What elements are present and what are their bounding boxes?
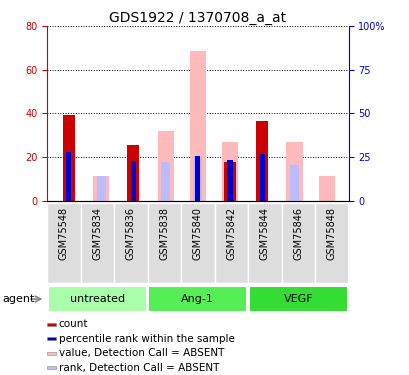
Text: agent: agent: [2, 294, 34, 304]
Bar: [247, 202, 281, 283]
Text: percentile rank within the sample: percentile rank within the sample: [58, 334, 234, 344]
Bar: [223, 162, 236, 201]
Bar: [47, 337, 56, 340]
Bar: [48, 286, 146, 312]
Bar: [47, 352, 56, 355]
Bar: [147, 202, 181, 283]
Text: GSM75844: GSM75844: [259, 207, 269, 260]
Bar: [114, 202, 147, 283]
Bar: [221, 142, 238, 201]
Bar: [127, 145, 139, 201]
Bar: [286, 142, 302, 201]
Bar: [47, 366, 56, 369]
Bar: [161, 162, 170, 201]
Text: GSM75548: GSM75548: [59, 207, 69, 260]
Bar: [81, 202, 114, 283]
Bar: [47, 202, 81, 283]
Title: GDS1922 / 1370708_a_at: GDS1922 / 1370708_a_at: [109, 11, 286, 25]
Text: GSM75838: GSM75838: [159, 207, 169, 260]
Text: Ang-1: Ang-1: [181, 294, 214, 304]
Text: rank, Detection Call = ABSENT: rank, Detection Call = ABSENT: [58, 363, 218, 373]
Bar: [248, 286, 347, 312]
Text: VEGF: VEGF: [283, 294, 312, 304]
Text: untreated: untreated: [70, 294, 125, 304]
Bar: [195, 156, 200, 201]
Text: GSM75848: GSM75848: [326, 207, 336, 260]
Text: GSM75834: GSM75834: [92, 207, 102, 260]
Bar: [289, 165, 298, 201]
Bar: [281, 202, 314, 283]
Bar: [256, 121, 268, 201]
Text: GSM75842: GSM75842: [226, 207, 236, 260]
Bar: [189, 51, 205, 201]
Bar: [130, 161, 136, 201]
Bar: [157, 131, 173, 201]
Bar: [314, 202, 348, 283]
Bar: [97, 176, 106, 201]
Text: GSM75846: GSM75846: [292, 207, 303, 260]
Bar: [318, 176, 334, 201]
Bar: [63, 114, 75, 201]
Text: GSM75836: GSM75836: [126, 207, 135, 260]
Bar: [214, 202, 247, 283]
Text: GSM75840: GSM75840: [192, 207, 202, 260]
Bar: [227, 160, 232, 201]
Bar: [148, 286, 247, 312]
Text: count: count: [58, 319, 88, 329]
Bar: [181, 202, 214, 283]
Bar: [66, 152, 71, 201]
Bar: [47, 322, 56, 326]
Bar: [259, 154, 264, 201]
Text: value, Detection Call = ABSENT: value, Detection Call = ABSENT: [58, 348, 224, 358]
Bar: [193, 156, 202, 201]
Bar: [93, 176, 109, 201]
